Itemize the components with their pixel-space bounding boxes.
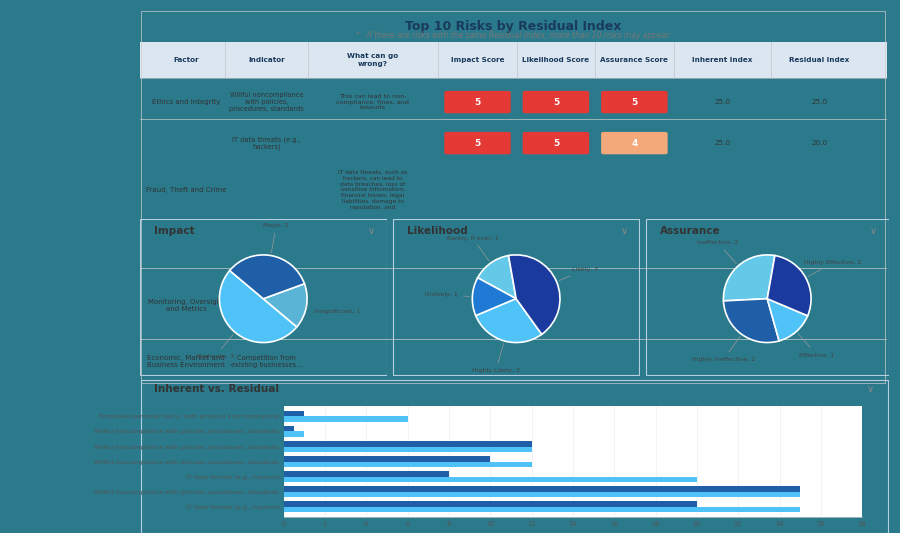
Bar [284,441,532,447]
Text: Ineffective, 2: Ineffective, 2 [698,240,738,264]
Text: Impact Score: Impact Score [451,57,504,63]
Text: 5: 5 [553,139,559,148]
Bar [284,426,293,432]
Text: ∨: ∨ [870,227,877,237]
FancyBboxPatch shape [140,43,886,78]
Bar [284,456,490,462]
Text: 5: 5 [553,98,559,107]
Text: Likelihood: Likelihood [407,227,468,237]
Text: What can go
wrong?: What can go wrong? [347,53,399,67]
Text: ∨: ∨ [620,227,627,237]
Text: Residual Index: Residual Index [789,57,850,63]
Text: Top 10 Risks by Residual Index: Top 10 Risks by Residual Index [405,20,621,33]
Bar [284,462,532,467]
Bar [284,507,800,512]
Bar [284,411,304,416]
Wedge shape [472,278,517,316]
Text: Likelihood Score: Likelihood Score [522,57,590,63]
Text: Highly Likely, 2: Highly Likely, 2 [472,344,520,373]
Text: 5: 5 [631,98,637,107]
Text: Unlikely, 1: Unlikely, 1 [425,293,470,297]
Text: Ethics and Integrity: Ethics and Integrity [152,99,220,105]
Text: 5: 5 [474,98,481,107]
Text: Inherent Index: Inherent Index [692,57,752,63]
Text: Highly Ineffective, 2: Highly Ineffective, 2 [692,336,755,362]
Text: Indicator: Indicator [248,57,285,63]
Text: Major, 2: Major, 2 [264,223,289,253]
Text: Highly Effective, 2: Highly Effective, 2 [805,261,861,277]
Text: ∨: ∨ [367,227,374,237]
Text: Moderate, 3: Moderate, 3 [196,334,234,359]
Text: Lack of cyber sec...
incident response...: Lack of cyber sec... incident response..… [234,299,300,312]
Text: Likely, 3: Likely, 3 [559,267,598,280]
Text: Inherent vs. Residual: Inherent vs. Residual [155,384,280,394]
Text: Assurance Score: Assurance Score [600,57,669,63]
Text: Competition from
existing businesses...: Competition from existing businesses... [230,355,302,368]
Wedge shape [767,255,811,316]
Bar [284,432,304,437]
Bar [284,487,800,491]
Bar [284,502,697,507]
FancyBboxPatch shape [445,132,511,155]
Wedge shape [724,298,779,343]
Text: 4: 4 [631,139,637,148]
Text: Willful noncompliance
with policies,
procedures, standards: Willful noncompliance with policies, pro… [230,92,304,112]
Text: Assurance: Assurance [660,227,721,237]
Text: This can lead to non-
compliance, fines, and
lawsuits: This can lead to non- compliance, fines,… [337,94,410,110]
Wedge shape [230,255,304,298]
Text: Monitoring, Oversight
and Metrics: Monitoring, Oversight and Metrics [148,299,224,312]
Wedge shape [476,298,542,343]
Text: Economic, Market and
Business Environment: Economic, Market and Business Environmen… [148,355,225,368]
Text: *   If there are risks with the same Residual Index, more than 10 risks may appe: * If there are risks with the same Resid… [356,31,670,40]
FancyBboxPatch shape [601,91,668,114]
Text: Insignificant, 1: Insignificant, 1 [306,306,360,314]
Bar [284,471,449,477]
Wedge shape [263,284,307,327]
Wedge shape [767,298,807,341]
FancyBboxPatch shape [601,132,668,155]
Text: Impact: Impact [155,227,195,237]
Bar [284,447,532,452]
Text: 25.0: 25.0 [714,99,730,105]
Wedge shape [724,255,775,301]
FancyBboxPatch shape [445,91,511,114]
Bar [284,416,408,422]
Text: 25.0: 25.0 [714,140,730,146]
Wedge shape [220,271,297,343]
Wedge shape [478,255,517,298]
FancyBboxPatch shape [523,132,590,155]
Text: Fraud, Theft and Crime: Fraud, Theft and Crime [146,187,227,193]
Text: Rarely, if ever, 1: Rarely, if ever, 1 [446,236,499,261]
Text: ∨: ∨ [867,384,874,394]
FancyBboxPatch shape [523,91,590,114]
Text: Effective, 1: Effective, 1 [798,334,834,357]
Text: IT data threats (e.g.,
hackers): IT data threats (e.g., hackers) [232,136,301,150]
Bar [284,477,697,482]
Text: IT data threats, such as
hackers, can lead to
data breaches, loss of
sensitive i: IT data threats, such as hackers, can le… [338,170,408,209]
Text: Factor: Factor [174,57,199,63]
Wedge shape [508,255,560,334]
Text: 5: 5 [474,139,481,148]
Text: 20.0: 20.0 [811,140,827,146]
Bar [284,491,800,497]
Text: 25.0: 25.0 [811,99,827,105]
